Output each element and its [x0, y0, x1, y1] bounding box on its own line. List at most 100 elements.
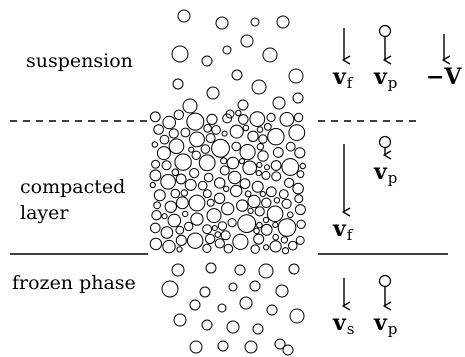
compacted-particle: [288, 240, 298, 251]
compacted-particle: [175, 225, 185, 235]
compacted-particle: [176, 196, 189, 210]
compacted-particle: [294, 147, 306, 159]
particle: [173, 313, 187, 327]
particle: [292, 92, 304, 104]
compacted-particle: [156, 146, 171, 161]
compacted-particle: [189, 168, 200, 179]
compacted-particle: [299, 162, 306, 170]
compacted-particle: [221, 202, 235, 216]
particle-marker-compacted: [378, 135, 392, 149]
compacted-particle: [261, 170, 271, 180]
compacted-particle: [259, 191, 266, 198]
compacted-particle: [217, 221, 228, 231]
compacted-particle: [149, 111, 161, 123]
compacted-particle: [281, 247, 290, 255]
compacted-particle: [220, 157, 228, 165]
compacted-particle: [222, 113, 233, 124]
compacted-particle: [149, 181, 156, 189]
particle: [215, 16, 229, 30]
compacted-particle: [150, 222, 161, 234]
compacted-particle: [151, 159, 161, 169]
particle: [189, 299, 201, 311]
compacted-particle: [256, 161, 263, 168]
compacted-particle: [284, 177, 295, 188]
frozen-particles: [161, 262, 305, 356]
particle: [249, 280, 261, 292]
compacted-particle: [211, 225, 218, 231]
compacted-particle: [205, 133, 216, 144]
frame-velocity-label: −V: [426, 64, 462, 90]
compacted-particle: [242, 124, 250, 132]
compacted-particle: [168, 138, 185, 154]
compacted-particle: [153, 189, 166, 202]
compacted-particle: [247, 207, 254, 214]
particle-velocity-label-suspension: vp: [373, 64, 397, 92]
compacted-particle: [180, 189, 189, 197]
compacted-particle: [256, 143, 265, 151]
compacted-particle: [296, 219, 306, 230]
compacted-particle: [279, 112, 295, 127]
compacted-particle: [206, 198, 215, 207]
compacted-particle: [161, 160, 172, 171]
compacted-particle: [271, 171, 282, 182]
compacted-particles: [149, 109, 306, 255]
particle: [228, 282, 238, 292]
compacted-particle: [168, 128, 179, 139]
compacted-particle: [239, 144, 256, 161]
compacted-particle: [263, 122, 272, 131]
compacted-particle: [211, 125, 221, 135]
compacted-particle: [220, 230, 231, 241]
particle: [276, 15, 290, 29]
compacted-particle: [247, 130, 259, 143]
compacted-particle: [206, 208, 222, 224]
particle: [275, 284, 289, 298]
particle: [201, 319, 213, 331]
compacted-particle: [227, 218, 237, 228]
particle-marker-suspension: [378, 24, 392, 38]
compacted-particle: [184, 221, 194, 232]
compacted-particle: [294, 204, 306, 216]
compacted-particle: [281, 158, 300, 176]
compacted-particle: [273, 197, 281, 204]
compacted-particle: [171, 168, 180, 177]
compacted-particle: [255, 170, 262, 177]
particle: [189, 340, 203, 354]
particle: [226, 320, 240, 334]
compacted-particle: [197, 180, 208, 191]
compacted-particle: [151, 141, 159, 148]
compacted-particle: [288, 124, 306, 142]
compacted-particle: [180, 127, 191, 138]
compacted-particle: [161, 213, 168, 220]
compacted-particle: [285, 141, 296, 152]
compacted-particle: [228, 170, 242, 185]
fluid-velocity-label-compacted: vf: [332, 216, 354, 244]
compacted-particle: [203, 124, 212, 133]
particle: [222, 45, 232, 55]
compacted-particle: [265, 186, 277, 198]
compacted-particle: [262, 216, 270, 224]
compacted-particle: [223, 185, 230, 193]
compacted-particle: [247, 194, 261, 208]
compacted-particle: [206, 113, 218, 126]
compacted-particle: [231, 141, 241, 152]
compacted-particle: [257, 150, 269, 162]
particle: [252, 323, 264, 335]
particle: [161, 280, 179, 298]
compacted-particle: [202, 224, 213, 235]
compacted-particle: [293, 112, 304, 123]
compacted-particle: [175, 234, 187, 246]
particle: [199, 286, 211, 298]
compacted-particle: [238, 158, 246, 165]
compacted-particle: [162, 239, 176, 254]
compacted-particle: [149, 169, 162, 182]
particle: [206, 86, 220, 100]
layer-label: layer: [20, 202, 69, 224]
compacted-particle: [256, 126, 264, 133]
compacted-particle: [229, 124, 244, 139]
particle: [262, 47, 278, 63]
compacted-particle: [251, 180, 264, 193]
particle: [288, 68, 304, 84]
particle: [234, 264, 246, 276]
particle: [282, 344, 294, 356]
frozen-phase-label: frozen phase: [12, 272, 136, 294]
